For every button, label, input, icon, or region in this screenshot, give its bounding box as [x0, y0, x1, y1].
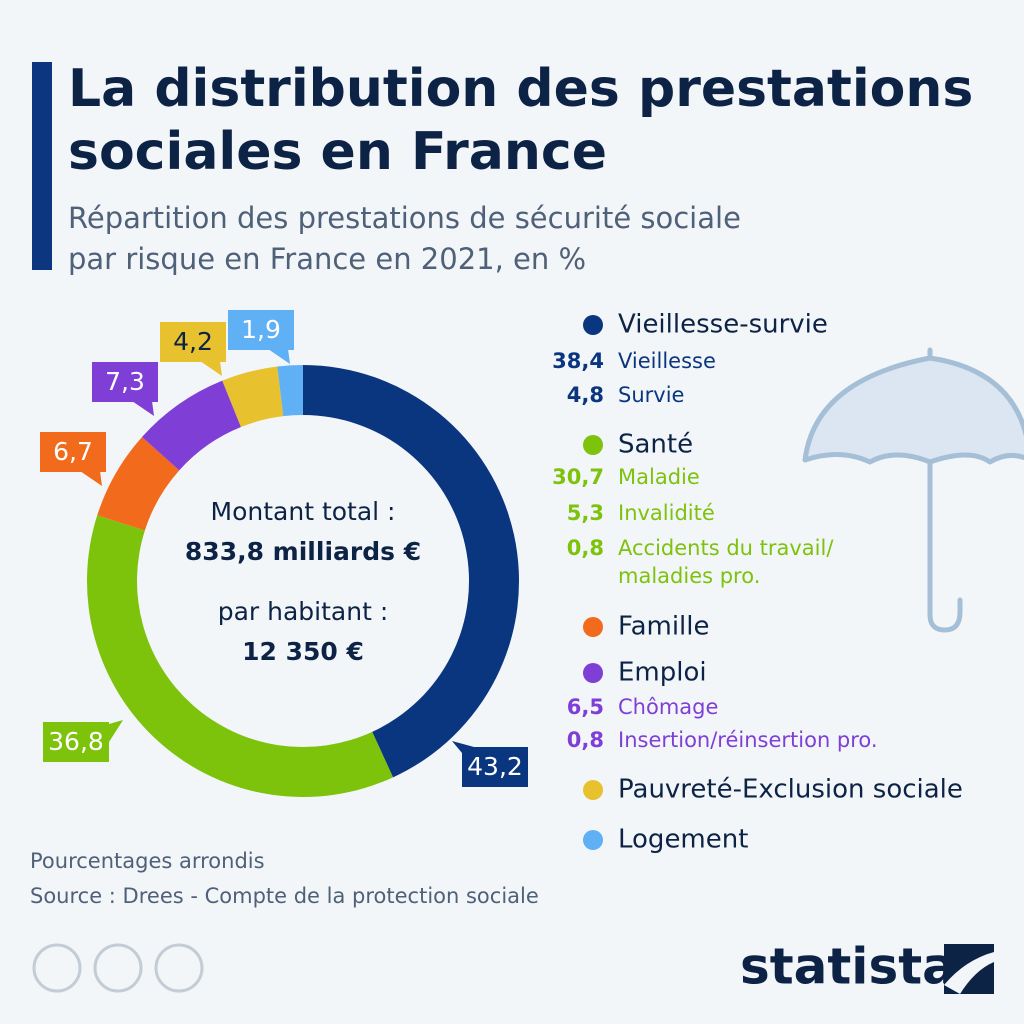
data-label: 43,2: [467, 752, 523, 781]
breakdown-label: Vieillesse: [618, 349, 716, 373]
breakdown-label: Accidents du travail/maladies pro.: [618, 536, 834, 588]
license-icons: [32, 943, 204, 993]
legend-marker: [583, 780, 603, 800]
breakdown-value: 5,3: [567, 501, 604, 525]
label-tail: [132, 401, 154, 416]
breakdown-value: 30,7: [552, 465, 604, 489]
legend-marker: [583, 663, 603, 683]
legend-marker: [583, 617, 603, 637]
donut-segment: [222, 366, 284, 428]
source: Source : Drees - Compte de la protection…: [30, 884, 539, 908]
label-box: [160, 322, 226, 362]
subtitle: Répartition des prestations de sécurité …: [68, 201, 741, 235]
value-label: 7,3: [92, 362, 158, 416]
legend-label: Santé: [618, 430, 693, 460]
data-label: 6,7: [53, 437, 93, 466]
label-box: [43, 722, 109, 762]
subtitle: par risque en France en 2021, en %: [68, 242, 586, 276]
breakdown-value: 4,8: [567, 383, 604, 407]
label-tail: [200, 361, 222, 376]
title: La distribution des prestations: [68, 59, 973, 119]
value-label: 43,2: [452, 741, 528, 787]
breakdown-value: 0,8: [567, 728, 604, 752]
legend-label: Emploi: [618, 658, 707, 688]
title: sociales en France: [68, 122, 607, 182]
legend-marker: [583, 435, 603, 455]
label-tail: [80, 471, 102, 486]
breakdown-label: Survie: [618, 383, 684, 407]
label-tail: [452, 741, 474, 753]
value-label: 1,9: [228, 310, 294, 364]
breakdown-value: 6,5: [567, 695, 604, 719]
note: Pourcentages arrondis: [30, 849, 265, 873]
center-text: par habitant :: [218, 597, 389, 626]
data-label: 1,9: [241, 315, 281, 344]
label-box: [40, 432, 106, 472]
label-tail: [268, 349, 290, 364]
brand-logo: [944, 944, 994, 994]
value-label: 36,8: [43, 720, 123, 762]
center-text: 12 350 €: [242, 637, 364, 666]
legend-label: Logement: [618, 825, 748, 855]
value-label: 6,7: [40, 432, 106, 486]
label-box: [462, 747, 528, 787]
breakdown-label: Chômage: [618, 695, 718, 719]
label-box: [92, 362, 158, 402]
brand: statista: [740, 938, 956, 996]
donut-segment: [141, 380, 241, 471]
legend-label: Pauvreté-Exclusion sociale: [618, 775, 963, 805]
legend-label: Vieillesse-survie: [618, 310, 828, 340]
label-tail: [109, 720, 123, 742]
umbrella-icon: [802, 347, 1024, 633]
center-text: 833,8 milliards €: [185, 537, 421, 566]
legend-label: Famille: [618, 612, 710, 642]
breakdown-value: 0,8: [567, 536, 604, 560]
data-label: 7,3: [105, 367, 145, 396]
data-label: 36,8: [48, 727, 104, 756]
breakdown-label: Insertion/réinsertion pro.: [618, 728, 878, 752]
breakdown-line: maladies pro.: [618, 564, 760, 588]
breakdown-line: Accidents du travail/: [618, 536, 834, 560]
legend-marker: [583, 315, 603, 335]
breakdown-label: Invalidité: [618, 501, 715, 525]
donut-segment: [97, 437, 180, 531]
title-bar: [32, 62, 52, 270]
donut-segment: [86, 515, 394, 797]
legend-marker: [583, 830, 603, 850]
value-label: 4,2: [160, 322, 226, 376]
donut-segment: [277, 365, 303, 417]
breakdown-value: 38,4: [552, 349, 604, 373]
breakdown-label: Maladie: [618, 465, 700, 489]
label-box: [228, 310, 294, 350]
data-label: 4,2: [173, 327, 213, 356]
donut-segment: [303, 365, 520, 778]
center-text: Montant total :: [211, 497, 396, 526]
